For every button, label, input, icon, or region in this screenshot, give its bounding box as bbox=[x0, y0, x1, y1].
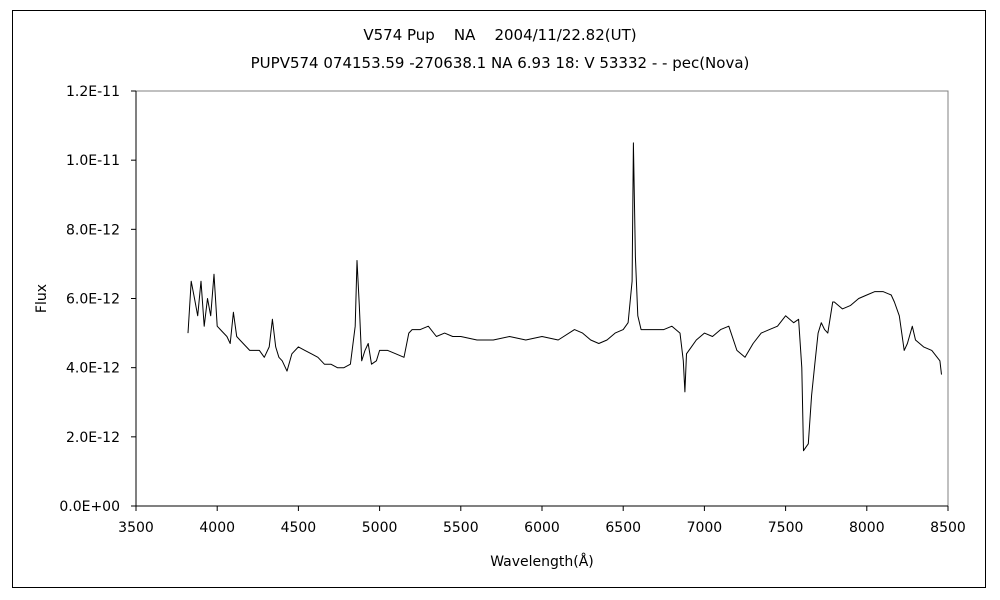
chart-subtitle: PUPV574 074153.59 -270638.1 NA 6.93 18: … bbox=[250, 54, 750, 72]
chart-frame bbox=[12, 10, 986, 588]
x-tick-label: 4500 bbox=[281, 520, 317, 536]
x-tick-label: 8000 bbox=[849, 520, 885, 536]
plot-area bbox=[135, 90, 949, 507]
x-tick-label: 8500 bbox=[930, 520, 966, 536]
x-tick-label: 5500 bbox=[443, 520, 479, 536]
y-tick-label: 0.0E+00 bbox=[59, 499, 120, 515]
y-tick-label: 4.0E-12 bbox=[66, 361, 120, 377]
spectrum-line bbox=[187, 142, 942, 452]
series-layer bbox=[187, 142, 942, 452]
y-tick-label: 1.2E-11 bbox=[66, 84, 120, 100]
y-ticks: 0.0E+00 2.0E-12 4.0E-12 6.0E-12 8.0E-12 1.0E-… bbox=[59, 84, 136, 515]
x-tick-label: 7500 bbox=[768, 520, 804, 536]
x-tick-label: 3500 bbox=[118, 520, 154, 536]
chart-title: V574 Pup NA 2004/11/22.82(UT) bbox=[363, 26, 637, 44]
x-tick-label: 6500 bbox=[605, 520, 641, 536]
x-tick-label: 6000 bbox=[524, 520, 560, 536]
y-tick-label: 8.0E-12 bbox=[66, 222, 120, 238]
x-tick-label: 5000 bbox=[362, 520, 398, 536]
x-ticks: 3500 4000 4500 5000 5500 6000 6500 7000 7500 8000… bbox=[118, 506, 966, 536]
y-tick-label: 1.0E-11 bbox=[66, 153, 120, 169]
x-tick-label: 7000 bbox=[687, 520, 723, 536]
y-tick-label: 2.0E-12 bbox=[66, 430, 120, 446]
x-axis-label: Wavelength(Å) bbox=[490, 553, 594, 570]
y-axis-label: Flux bbox=[34, 284, 50, 313]
y-tick-label: 6.0E-12 bbox=[66, 292, 120, 308]
x-tick-label: 4000 bbox=[199, 520, 235, 536]
